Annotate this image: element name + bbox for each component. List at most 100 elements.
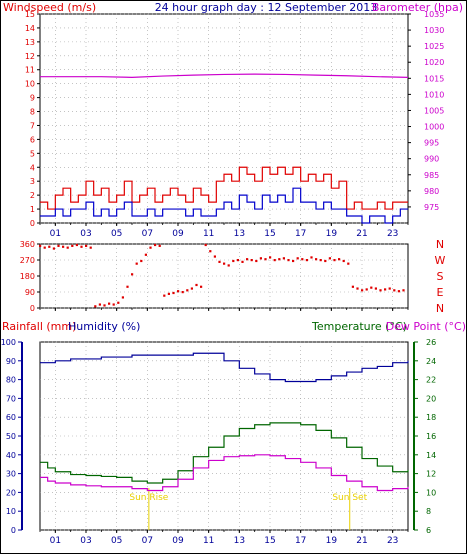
- wind-x-tick-label: 09: [172, 229, 184, 239]
- direction-point: [43, 246, 46, 249]
- direction-point: [66, 246, 69, 249]
- humidity-y-tick-label: 40: [6, 451, 16, 460]
- direction-point: [154, 243, 157, 247]
- direction-point: [167, 292, 170, 295]
- direction-point: [181, 291, 184, 294]
- direction-point: [324, 259, 327, 263]
- temperature-y-tick-label: 12: [426, 470, 436, 479]
- direction-point: [338, 258, 341, 261]
- baro-right-y-tick-label: 1010: [424, 90, 444, 99]
- wind-x-tick-label: 23: [387, 229, 398, 239]
- humidity-y-tick-label: 60: [6, 413, 16, 422]
- humidity-y-tick-label: 80: [6, 376, 16, 385]
- wind-x-tick-label: 05: [111, 229, 122, 239]
- baro-right-y-tick-label: 1005: [424, 106, 444, 115]
- direction-point: [264, 258, 267, 261]
- direction-point: [121, 296, 124, 299]
- direction-point: [204, 243, 207, 247]
- humidity-x-tick-label: 21: [356, 536, 367, 546]
- wind-x-tick-label: 21: [356, 229, 367, 239]
- direction-point: [342, 259, 345, 263]
- rainfall-axis-title: Rainfall (mm): [2, 320, 76, 333]
- baro-right-y-tick-label: 985: [424, 171, 439, 180]
- humidity-x-tick-label: 01: [50, 536, 61, 546]
- humidity-x-tick-label: 17: [295, 536, 306, 546]
- direction-point: [126, 285, 129, 288]
- direction-point: [347, 262, 350, 265]
- baro-right-y-tick-label: 990: [424, 155, 439, 164]
- wind-left-y-tick-label: 13: [25, 38, 35, 47]
- direction-point: [319, 259, 322, 262]
- temperature-y-tick-label: 16: [426, 432, 436, 441]
- wind-left-y-tick-label: 9: [30, 94, 35, 103]
- wind-axis-title: Windspeed (m/s): [3, 1, 96, 14]
- temperature-y-tick-label: 10: [426, 488, 436, 497]
- humidity-x-tick-label: 03: [80, 536, 91, 546]
- humidity-y-tick-label: 100: [1, 338, 16, 347]
- wind-x-tick-label: 17: [295, 229, 306, 239]
- direction-point: [117, 301, 120, 304]
- temperature-y-tick-label: 8: [426, 507, 431, 516]
- direction-point: [135, 262, 138, 265]
- direction-point: [75, 243, 78, 247]
- direction-point: [172, 291, 175, 295]
- humidity-y-tick-label: 50: [6, 432, 16, 441]
- baro-right-y-tick-label: 1000: [424, 123, 444, 132]
- wind-left-y-tick-label: 12: [25, 52, 35, 61]
- baro-right-y-tick-label: 1030: [424, 26, 444, 35]
- direction-point: [48, 245, 51, 248]
- temperature-y-tick-label: 22: [426, 376, 436, 385]
- direction-point: [89, 246, 92, 249]
- humidity-x-tick-label: 07: [142, 536, 153, 546]
- humidity-y-tick-label: 20: [6, 488, 16, 497]
- direction-point: [278, 258, 281, 261]
- wind-left-y-tick-label: 6: [30, 135, 35, 144]
- direction-point: [94, 305, 97, 308]
- wind-left-y-tick-label: 8: [30, 108, 35, 117]
- temperature-y-tick-label: 18: [426, 413, 436, 422]
- wind-left-y-tick-label: 4: [30, 163, 35, 172]
- direction-point: [144, 253, 147, 256]
- temperature-y-tick-label: 24: [426, 357, 436, 366]
- wind-series-line: [40, 166, 408, 210]
- temperature-y-tick-label: 14: [426, 451, 436, 460]
- humidity-y-tick-label: 70: [6, 394, 16, 403]
- baro-right-y-tick-label: 1035: [424, 10, 444, 19]
- baro-series-line: [40, 73, 409, 78]
- wind-left-y-tick-label: 11: [25, 66, 35, 75]
- direction-point: [213, 255, 216, 258]
- humidity-axis-title: Humidity (%): [68, 320, 140, 333]
- direction-point: [112, 303, 115, 306]
- direction-point: [209, 250, 212, 253]
- direction-point: [388, 287, 391, 290]
- compass-label: W: [435, 254, 446, 267]
- direction-left-y-tick-label: 180: [20, 272, 35, 281]
- wind-left-y-tick-label: 10: [25, 80, 35, 89]
- direction-left-y-tick-label: 90: [25, 288, 35, 297]
- direction-point: [269, 256, 272, 259]
- dewpoint-series-line: [40, 454, 409, 492]
- direction-point: [103, 304, 106, 307]
- humidity-y-tick-label: 30: [6, 470, 16, 479]
- wind-x-tick-label: 03: [80, 229, 91, 239]
- barometer-axis-title: Barometer (hpa): [372, 1, 463, 14]
- direction-point: [393, 289, 396, 292]
- direction-point: [232, 259, 235, 263]
- wind-left-y-tick-label: 7: [30, 121, 35, 130]
- direction-point: [305, 259, 308, 262]
- wind-left-y-tick-label: 3: [30, 177, 35, 186]
- direction-point: [246, 258, 249, 261]
- wind-x-tick-label: 19: [326, 229, 338, 239]
- wind-left-y-tick-label: 1: [30, 205, 35, 214]
- direction-point: [241, 260, 244, 263]
- baro-right-y-tick-label: 1025: [424, 42, 444, 51]
- humidity-y-tick-label: 0: [11, 526, 16, 535]
- direction-point: [365, 288, 368, 291]
- humidity-x-tick-label: 11: [203, 536, 214, 546]
- compass-label: N: [436, 302, 444, 315]
- graph-title: 24 hour graph day : 12 September 2013: [155, 1, 378, 14]
- wind-x-tick-label: 13: [234, 229, 245, 239]
